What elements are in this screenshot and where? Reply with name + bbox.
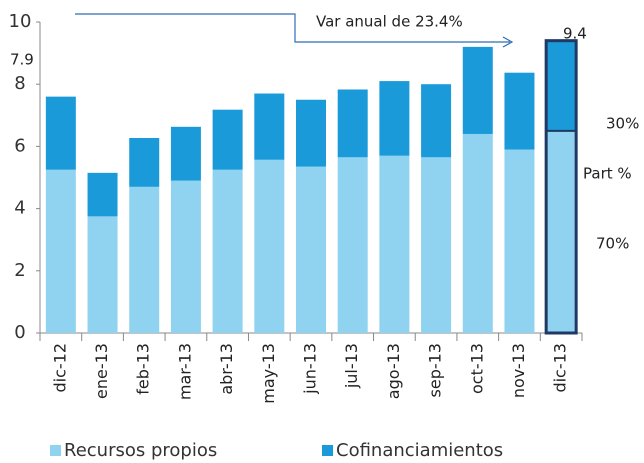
x-tick-label: ago-13 (384, 343, 403, 399)
legend-swatch (50, 445, 61, 456)
bar-segment (45, 96, 76, 170)
x-tick-label: may-13 (259, 343, 278, 404)
bar-segment (170, 126, 201, 181)
legend-label: Recursos propios (64, 440, 217, 461)
bar-segment (462, 46, 493, 134)
legend-swatch (322, 445, 333, 456)
y-tick-label: 6 (14, 135, 25, 156)
first-total: 7.9 (10, 51, 34, 69)
arrow-head (502, 36, 514, 48)
variation-arrow (75, 13, 510, 43)
bar-segment (462, 133, 493, 333)
x-tick-label: sep-13 (426, 343, 445, 397)
x-tick-label: nov-13 (509, 343, 528, 398)
bar-segment (421, 84, 452, 158)
x-tick-label: jul-13 (342, 343, 361, 389)
bar-segment (379, 81, 410, 156)
x-tick-label: jun-13 (301, 343, 320, 395)
bar-segment (129, 138, 160, 187)
bar-segment (254, 159, 285, 333)
x-tick-label: feb-13 (134, 343, 153, 395)
y-tick-label: 8 (14, 73, 25, 94)
x-tick-label: dic-12 (50, 343, 69, 393)
bar-segment (337, 157, 368, 333)
bar-segment (170, 180, 201, 333)
share-label: Part % (583, 165, 632, 183)
x-tick-label: oct-13 (467, 343, 486, 394)
bar-segment (504, 149, 535, 333)
bottom-share: 70% (596, 235, 629, 253)
bar-segment (254, 93, 285, 160)
bar-segment (212, 169, 243, 333)
bar-segment (421, 157, 452, 333)
bar-segment (504, 72, 535, 150)
x-tick-label: abr-13 (217, 343, 236, 395)
bar-segment (129, 186, 160, 333)
bar-segment (212, 109, 243, 170)
bar-segment (546, 40, 577, 131)
x-tick-label: ene-13 (92, 343, 111, 399)
x-tick-label: dic-13 (551, 343, 570, 393)
variation-label: Var anual de 23.4% (316, 13, 463, 31)
bar-segment (87, 172, 118, 217)
bar-segment (296, 99, 326, 167)
last-total: 9.4 (563, 25, 587, 43)
y-tick-label: 0 (14, 322, 25, 343)
y-tick-label: 2 (14, 260, 25, 281)
y-tick-label: 4 (14, 198, 25, 219)
bar-segment (337, 89, 368, 158)
bar-segment (546, 130, 577, 333)
bar-segment (296, 166, 326, 333)
bar-segment (45, 169, 76, 333)
highlight-frame (544, 39, 578, 335)
y-tick-label: 10 (9, 11, 32, 32)
bar-segment (379, 155, 410, 333)
x-tick-label: mar-13 (175, 343, 194, 400)
legend-label: Cofinanciamientos (336, 440, 503, 461)
top-share: 30% (606, 115, 639, 133)
bar-segment (87, 216, 118, 333)
